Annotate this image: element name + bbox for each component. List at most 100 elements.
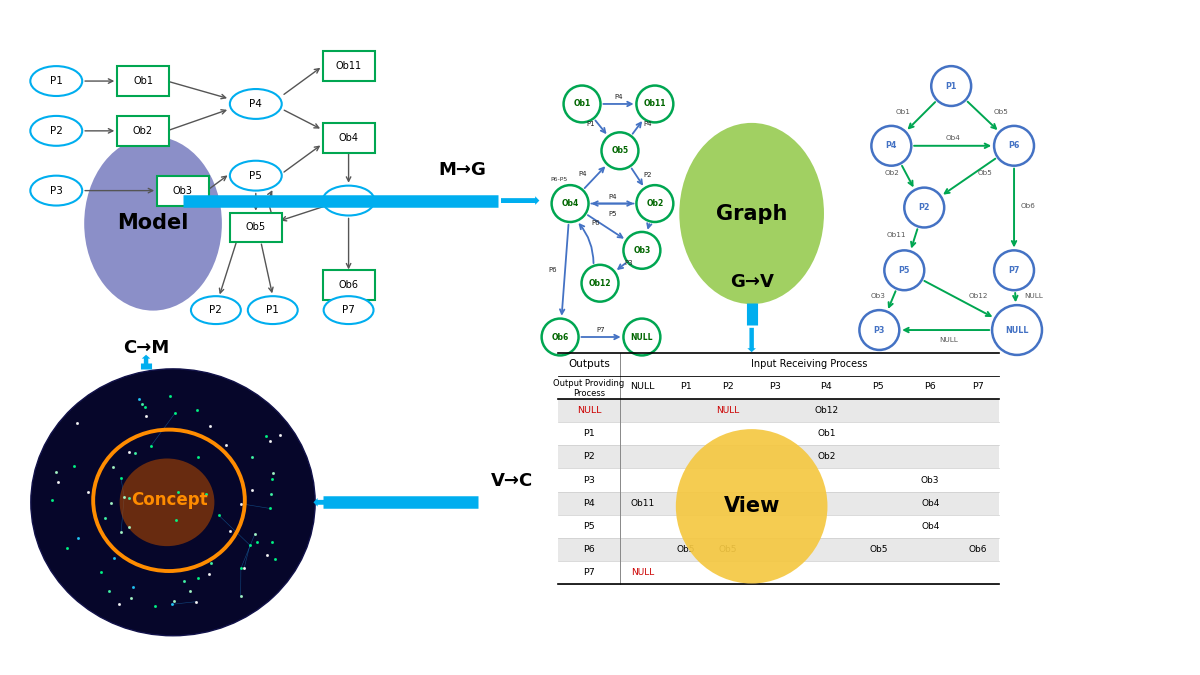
- Text: P2: P2: [643, 172, 652, 178]
- Text: P7: P7: [972, 382, 984, 391]
- Text: P5: P5: [899, 266, 910, 275]
- Text: Ob4: Ob4: [922, 499, 940, 508]
- Text: G→V: G→V: [730, 273, 774, 291]
- Circle shape: [931, 66, 971, 106]
- Text: P6: P6: [583, 545, 595, 554]
- Circle shape: [552, 185, 588, 222]
- Text: P5: P5: [583, 522, 595, 531]
- Text: P1: P1: [587, 122, 595, 128]
- FancyBboxPatch shape: [323, 51, 374, 81]
- Text: P4: P4: [583, 499, 595, 508]
- Text: M→G: M→G: [438, 161, 486, 179]
- Text: P3: P3: [50, 186, 62, 196]
- FancyBboxPatch shape: [558, 491, 1000, 514]
- Ellipse shape: [248, 296, 298, 324]
- Text: P4: P4: [886, 141, 898, 151]
- Circle shape: [636, 185, 673, 222]
- Text: Ob11: Ob11: [336, 61, 361, 71]
- Text: P3: P3: [583, 475, 595, 485]
- Text: NULL: NULL: [716, 406, 739, 415]
- Text: P6: P6: [1008, 141, 1020, 151]
- Text: NULL: NULL: [631, 333, 653, 342]
- Text: Ob1: Ob1: [574, 99, 590, 109]
- Circle shape: [582, 265, 618, 302]
- Text: V→C: V→C: [491, 472, 533, 490]
- Circle shape: [992, 305, 1042, 355]
- Text: Ob3: Ob3: [173, 186, 193, 196]
- Text: NULL: NULL: [938, 337, 958, 343]
- Text: Output Providing
Process: Output Providing Process: [553, 379, 625, 398]
- Text: P2: P2: [50, 126, 62, 136]
- Circle shape: [624, 319, 660, 356]
- Text: Ob3: Ob3: [870, 293, 886, 299]
- Text: Ob2: Ob2: [647, 199, 664, 208]
- Text: Graph: Graph: [716, 203, 787, 223]
- Text: P3: P3: [625, 260, 634, 266]
- Text: P2: P2: [210, 305, 222, 315]
- Text: P2: P2: [918, 203, 930, 212]
- Text: Input Receiving Process: Input Receiving Process: [751, 360, 868, 369]
- Text: Ob5: Ob5: [978, 169, 992, 176]
- Text: Ob4: Ob4: [922, 522, 940, 531]
- Text: Model: Model: [118, 213, 188, 234]
- Text: P7: P7: [1008, 266, 1020, 275]
- Text: Ob6: Ob6: [338, 280, 359, 290]
- Text: Ob4: Ob4: [338, 133, 359, 143]
- FancyBboxPatch shape: [323, 123, 374, 153]
- Text: Concept: Concept: [131, 491, 208, 510]
- FancyBboxPatch shape: [230, 213, 282, 242]
- FancyBboxPatch shape: [323, 270, 374, 300]
- Text: Ob6: Ob6: [1020, 203, 1036, 209]
- Text: Ob5: Ob5: [719, 545, 737, 554]
- Text: P3: P3: [769, 382, 780, 391]
- Text: Ob12: Ob12: [589, 279, 611, 288]
- Text: P6-P5: P6-P5: [550, 177, 568, 182]
- Circle shape: [636, 86, 673, 122]
- Text: Ob6: Ob6: [552, 333, 569, 342]
- Text: P5: P5: [872, 382, 884, 391]
- Text: Ob1: Ob1: [896, 109, 911, 115]
- Text: P4: P4: [614, 94, 623, 100]
- Text: P6: P6: [924, 382, 936, 391]
- Text: Ob11: Ob11: [630, 499, 654, 508]
- Ellipse shape: [323, 186, 374, 215]
- Text: P4: P4: [578, 171, 587, 177]
- Text: Ob12: Ob12: [968, 293, 989, 299]
- Text: P5: P5: [608, 211, 617, 217]
- Ellipse shape: [30, 66, 83, 96]
- Text: Ob5: Ob5: [246, 223, 266, 232]
- Text: Ob5: Ob5: [994, 109, 1008, 115]
- Text: P7: P7: [342, 305, 355, 315]
- Circle shape: [994, 126, 1034, 165]
- Text: P1: P1: [946, 82, 956, 90]
- FancyBboxPatch shape: [118, 66, 169, 96]
- Circle shape: [871, 126, 911, 165]
- Circle shape: [624, 232, 660, 269]
- Circle shape: [905, 188, 944, 227]
- Ellipse shape: [30, 176, 83, 206]
- Text: NULL: NULL: [1024, 293, 1043, 299]
- Text: Ob2: Ob2: [133, 126, 154, 136]
- Ellipse shape: [191, 296, 241, 324]
- Text: P6: P6: [342, 196, 355, 206]
- FancyBboxPatch shape: [558, 446, 1000, 468]
- Text: NULL: NULL: [1006, 325, 1028, 335]
- Circle shape: [541, 319, 578, 356]
- Ellipse shape: [84, 136, 222, 310]
- Text: P4: P4: [821, 382, 833, 391]
- Text: P4: P4: [250, 99, 263, 109]
- Ellipse shape: [676, 429, 828, 583]
- Text: P2: P2: [583, 452, 595, 462]
- Text: Ob11: Ob11: [643, 99, 666, 109]
- Text: P1: P1: [266, 305, 280, 315]
- Circle shape: [884, 250, 924, 290]
- Text: P1: P1: [50, 76, 62, 86]
- Text: P1: P1: [680, 382, 691, 391]
- Text: Ob5: Ob5: [611, 146, 629, 155]
- Text: Ob12: Ob12: [815, 406, 839, 415]
- Text: Ob1: Ob1: [133, 76, 154, 86]
- Ellipse shape: [679, 123, 824, 304]
- Text: P1: P1: [583, 429, 595, 438]
- Text: Ob3: Ob3: [634, 246, 650, 255]
- Text: NULL: NULL: [630, 382, 655, 391]
